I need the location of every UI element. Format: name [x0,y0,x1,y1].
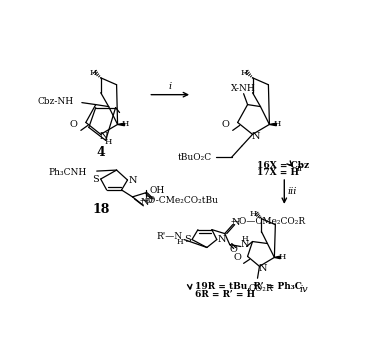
Text: S: S [184,235,191,244]
Text: S: S [92,174,99,184]
Text: R'—N: R'—N [157,232,183,241]
Text: O: O [234,253,242,262]
Polygon shape [117,123,124,126]
Text: iv: iv [300,285,308,294]
Text: H: H [89,69,97,77]
Text: ii: ii [296,164,302,173]
Text: OH: OH [150,186,165,195]
Text: 4: 4 [96,146,105,159]
Text: Ph₃CNH: Ph₃CNH [49,168,87,177]
Text: N: N [218,235,226,244]
Text: N: N [140,198,149,207]
Text: O: O [230,245,238,254]
Text: O: O [222,120,230,129]
Text: 17X = H: 17X = H [258,168,300,177]
Text: H: H [241,235,248,243]
Text: H: H [279,253,286,261]
Text: iii: iii [288,188,297,197]
Text: H: H [250,210,257,218]
Polygon shape [270,123,276,126]
Text: H: H [176,237,183,245]
Text: i: i [169,82,172,91]
Text: H: H [241,69,248,77]
Text: CO₂R: CO₂R [248,284,273,292]
Text: O: O [144,196,152,205]
Text: N: N [128,176,137,185]
Text: tBuO₂C: tBuO₂C [178,153,212,162]
Text: 18: 18 [92,203,109,216]
Polygon shape [275,256,280,259]
Text: 19R = tBu, R’ = Ph₃C: 19R = tBu, R’ = Ph₃C [195,282,302,291]
Text: O: O [70,120,78,129]
Text: N: N [99,132,108,141]
Text: Cbz-NH: Cbz-NH [38,97,74,106]
Text: 16X = Cbz: 16X = Cbz [258,161,310,170]
Text: N: N [240,240,249,249]
Text: N: N [258,264,267,273]
Text: —O-CMe₂CO₂tBu: —O-CMe₂CO₂tBu [140,196,219,205]
Text: H: H [105,138,112,146]
Text: N: N [231,218,240,227]
Text: N: N [251,132,260,141]
Text: 6R = R’ = H: 6R = R’ = H [195,290,255,299]
Text: —O—CMe₂CO₂R: —O—CMe₂CO₂R [231,217,306,226]
Text: H: H [274,121,281,129]
Text: X-NH: X-NH [231,84,256,93]
Text: H: H [122,121,129,129]
